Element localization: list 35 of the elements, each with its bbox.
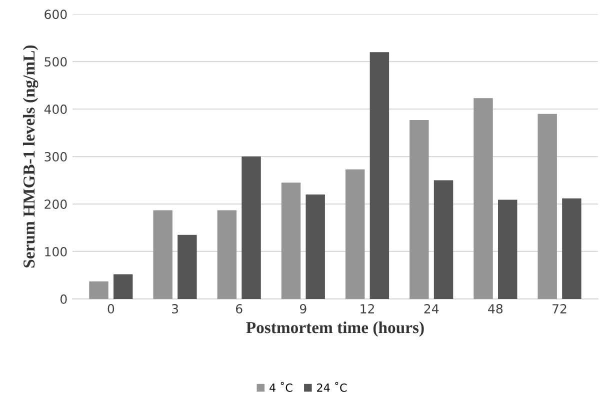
- bar: [562, 198, 582, 299]
- bar: [217, 210, 237, 299]
- bar: [434, 180, 454, 299]
- y-tick-label: 600: [44, 10, 67, 20]
- bar: [306, 194, 325, 299]
- x-tick-label: 12: [360, 304, 374, 314]
- bar: [410, 120, 429, 299]
- bar: [89, 281, 108, 299]
- bar: [242, 156, 261, 299]
- legend-label: 4 ˚C: [270, 382, 292, 392]
- x-tick-label: 6: [236, 304, 242, 314]
- bar: [113, 274, 133, 299]
- y-tick-label: 500: [44, 57, 67, 67]
- bar: [345, 169, 365, 299]
- y-tick-label: 200: [44, 199, 67, 209]
- x-tick-label: 9: [300, 304, 306, 314]
- bar: [498, 200, 518, 299]
- x-axis-title: Postmortem time (hours): [246, 321, 424, 337]
- bar: [178, 234, 197, 299]
- x-tick-label: 48: [488, 304, 503, 314]
- bar: [153, 210, 172, 299]
- bar: [281, 182, 301, 299]
- legend-label: 24 ˚C: [317, 382, 347, 392]
- bar: [370, 52, 390, 299]
- x-tick-label: 3: [172, 304, 178, 314]
- x-tick-label: 0: [108, 304, 114, 314]
- x-tick-label: 24: [424, 304, 439, 314]
- y-tick-label: 0: [60, 294, 67, 304]
- bar: [474, 98, 493, 299]
- y-tick-label: 300: [44, 152, 67, 162]
- y-axis-title: Serum HMGB-1 levels (ng/mL): [22, 45, 38, 268]
- x-tick-label: 72: [552, 304, 566, 314]
- y-tick-label: 100: [45, 246, 67, 256]
- y-tick-label: 400: [44, 104, 67, 114]
- bar: [538, 114, 557, 299]
